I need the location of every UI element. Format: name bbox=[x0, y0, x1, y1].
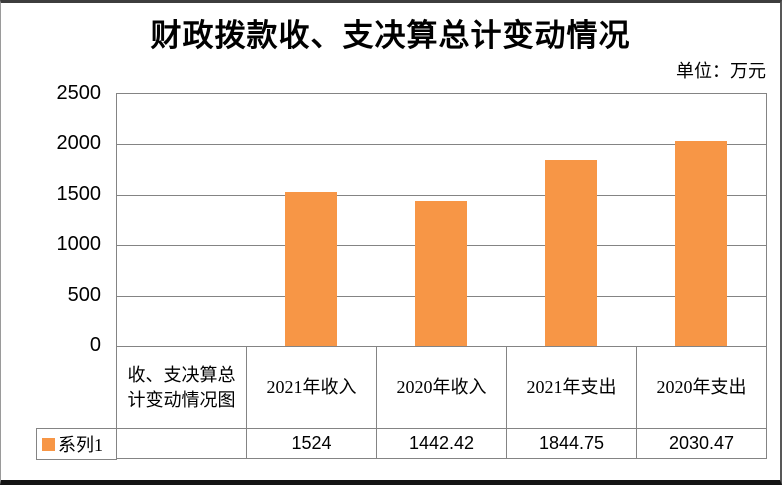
unit-label: 单位：万元 bbox=[676, 61, 766, 81]
legend-color-swatch bbox=[42, 437, 55, 451]
table-value-cell: 1844.75 bbox=[506, 428, 637, 459]
chart-title: 财政拨款收、支决算总计变动情况 bbox=[150, 18, 631, 53]
y-axis-tick-label: 2000 bbox=[56, 132, 102, 155]
gridline bbox=[117, 194, 766, 196]
data-table: 收、支决算总计变动情况图 2021年收入 2020年收入 2021年支出 2020年支… bbox=[116, 346, 767, 459]
table-header-row: 收、支决算总计变动情况图 2021年收入 2020年收入 2021年支出 2020年支… bbox=[116, 346, 767, 429]
table-header-cell: 2020年支出 bbox=[636, 346, 767, 429]
bar bbox=[675, 141, 728, 346]
gridline bbox=[117, 144, 766, 146]
table-value-cell: 1524 bbox=[246, 428, 377, 459]
bar bbox=[285, 192, 338, 346]
table-header-cell: 2021年收入 bbox=[246, 346, 377, 429]
y-axis-tick-label: 2500 bbox=[56, 82, 102, 104]
legend: 系列1 bbox=[36, 428, 117, 460]
table-value-cell: 1442.42 bbox=[376, 428, 507, 459]
table-stub-empty-cell bbox=[116, 428, 247, 459]
table-value-row: 1524 1442.42 1844.75 2030.47 bbox=[116, 428, 767, 459]
plot-area bbox=[116, 93, 767, 346]
table-stub-header-cell: 收、支决算总计变动情况图 bbox=[116, 346, 247, 429]
legend-series-label: 系列1 bbox=[58, 435, 103, 455]
y-axis-tick-label: 1500 bbox=[56, 182, 102, 205]
table-header-cell: 2020年收入 bbox=[376, 346, 507, 429]
y-axis-tick-label: 0 bbox=[89, 334, 101, 356]
bar bbox=[545, 160, 598, 346]
y-axis-tick-label: 1000 bbox=[56, 233, 102, 256]
bar bbox=[415, 200, 468, 346]
y-axis-tick-label: 500 bbox=[67, 283, 101, 306]
table-value-cell: 2030.47 bbox=[636, 428, 767, 459]
table-header-cell: 2021年支出 bbox=[506, 346, 637, 429]
